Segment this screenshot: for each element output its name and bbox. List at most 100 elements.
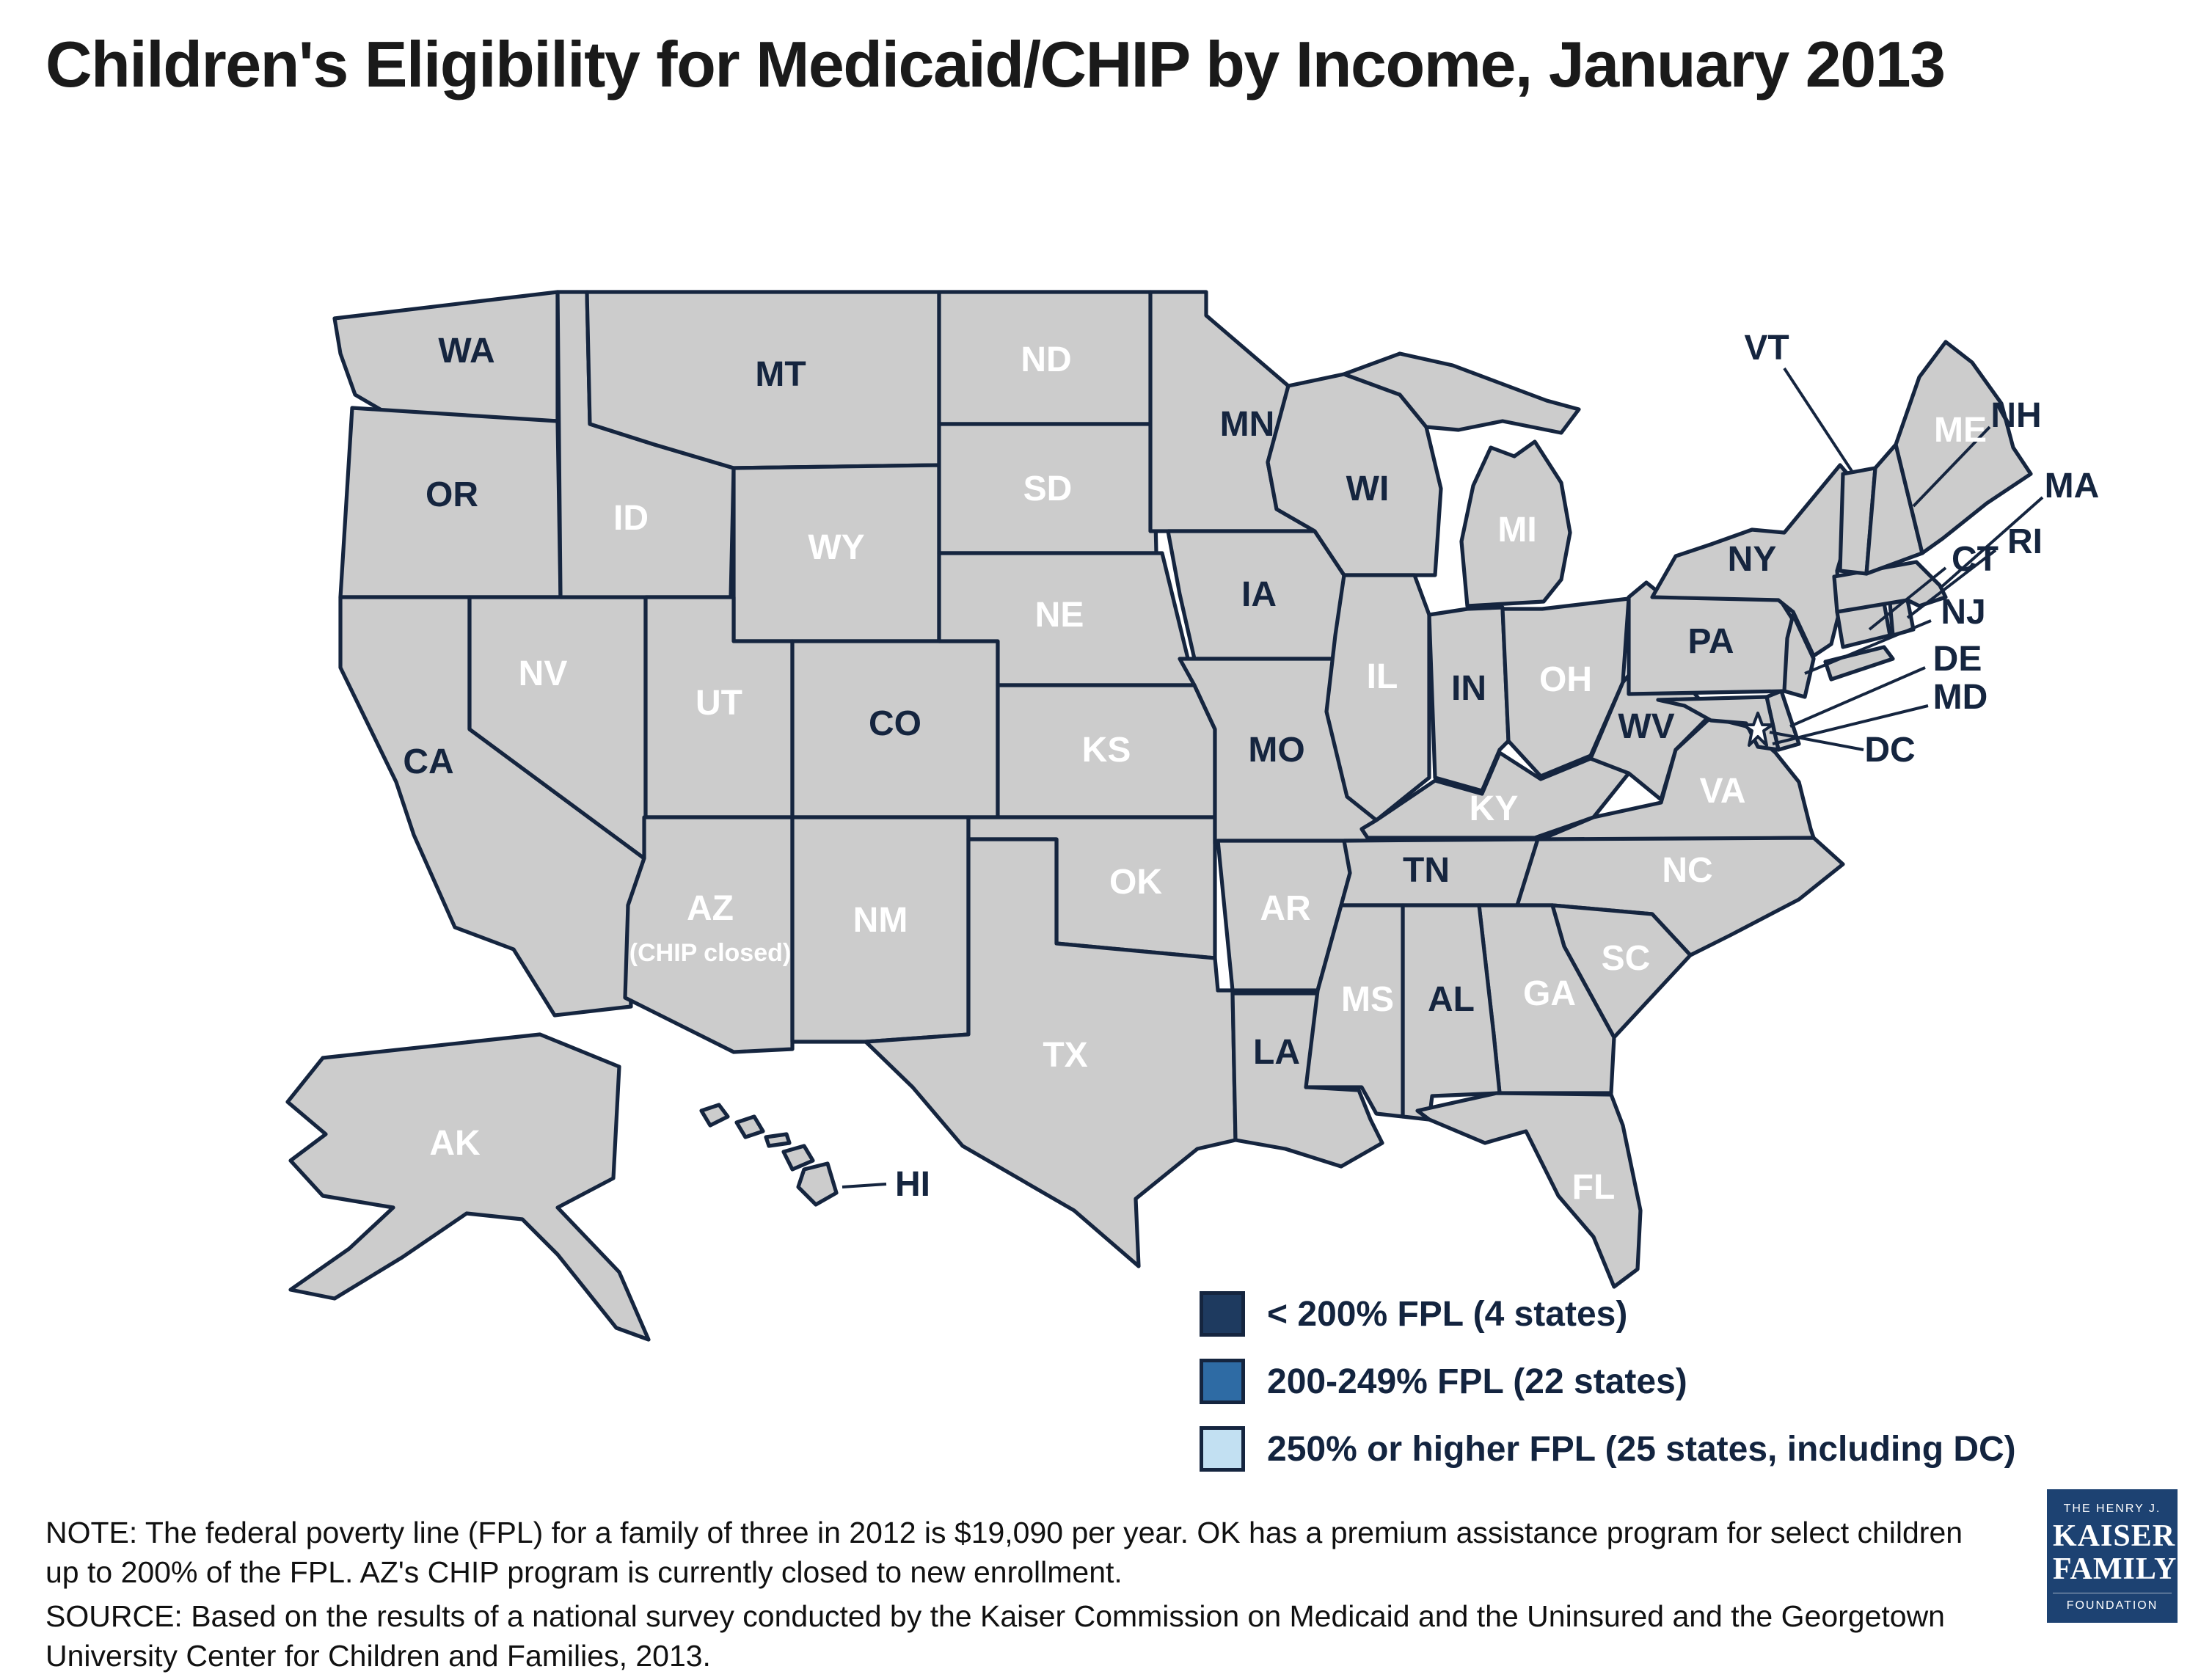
leader-line-ri — [1906, 549, 1997, 619]
state-ak — [285, 1032, 651, 1342]
dc-star-icon — [1742, 712, 1774, 747]
state-hi-molokai — [764, 1132, 792, 1148]
state-label-fl: FL — [1572, 1168, 1616, 1207]
state-hi-kauai — [699, 1103, 730, 1128]
state-az — [623, 815, 795, 1054]
state-label-wv: WV — [1618, 707, 1674, 746]
footnotes: NOTE: The federal poverty line (FPL) for… — [45, 1513, 1982, 1680]
state-label-ca: CA — [403, 742, 453, 781]
state-tx — [864, 837, 1238, 1268]
state-label-nd: ND — [1021, 340, 1071, 379]
state-hi-oahu — [734, 1114, 765, 1139]
state-label-ar: AR — [1260, 889, 1310, 928]
source-text: SOURCE: Based on the results of a nation… — [45, 1599, 1945, 1673]
state-hi-maui — [781, 1144, 815, 1172]
leader-line-ct — [1868, 566, 1947, 631]
ext-label-ct: CT — [1952, 540, 1999, 579]
kff-logo-line-1: THE HENRY J. — [2063, 1502, 2161, 1515]
us-choropleth-map: WA OR CA NV ID MT WY UT AZ (CHIP closed)… — [103, 242, 2142, 1489]
state-label-ia: IA — [1241, 575, 1277, 614]
state-label-ms: MS — [1341, 980, 1394, 1019]
legend-label-200-249: 200-249% FPL (22 states) — [1267, 1362, 1687, 1401]
legend-swatch-dark — [1200, 1291, 1245, 1337]
page-title: Children's Eligibility for Medicaid/CHIP… — [45, 28, 1946, 101]
state-label-id: ID — [613, 499, 649, 538]
ext-label-de: DE — [1933, 640, 1982, 679]
state-label-az-note: (CHIP closed) — [629, 939, 791, 967]
us-map-svg: WA OR CA NV ID MT WY UT AZ (CHIP closed)… — [285, 290, 2100, 1342]
state-mi-lower — [1459, 439, 1572, 608]
state-label-co: CO — [869, 704, 921, 743]
state-label-ks: KS — [1082, 731, 1131, 770]
state-label-ak: AK — [429, 1124, 481, 1163]
state-label-mo: MO — [1248, 731, 1304, 770]
state-il — [1324, 573, 1431, 822]
state-label-ut: UT — [696, 684, 742, 723]
state-label-mi: MI — [1497, 511, 1536, 549]
state-fl — [1415, 1091, 1643, 1289]
state-label-al: AL — [1428, 980, 1475, 1019]
state-label-me: ME — [1934, 411, 1987, 450]
leader-line-de — [1789, 666, 1926, 728]
kff-logo-line-3: FAMILY — [2053, 1552, 2178, 1587]
state-me — [1894, 340, 2033, 555]
state-label-az: AZ — [687, 889, 734, 928]
kff-logo: THE HENRY J. KAISER FAMILY FOUNDATION — [2047, 1489, 2178, 1623]
leader-line-vt — [1783, 367, 1853, 472]
state-label-ok: OK — [1109, 863, 1162, 902]
state-label-nc: NC — [1662, 851, 1712, 890]
ext-label-md: MD — [1933, 678, 1988, 717]
ext-label-vt: VT — [1744, 329, 1789, 368]
state-label-sc: SC — [1602, 939, 1651, 978]
ext-label-ma: MA — [2045, 467, 2100, 505]
state-label-ga: GA — [1523, 974, 1576, 1013]
legend-swatch-medium — [1200, 1359, 1245, 1404]
state-label-or: OR — [426, 475, 478, 514]
state-label-wa: WA — [438, 332, 494, 370]
ext-label-hi: HI — [895, 1165, 930, 1204]
state-label-pa: PA — [1687, 622, 1734, 661]
state-label-wy: WY — [808, 528, 864, 567]
legend-item-under-200: < 200% FPL (4 states) — [1200, 1291, 2016, 1337]
leader-line-nh — [1912, 426, 1991, 508]
state-label-sd: SD — [1023, 470, 1073, 508]
legend-swatch-light — [1200, 1426, 1245, 1472]
state-label-wi: WI — [1346, 470, 1390, 508]
state-ms — [1304, 903, 1405, 1119]
state-label-mn: MN — [1220, 405, 1275, 444]
kff-logo-line-2: KAISER — [2053, 1519, 2176, 1553]
kff-logo-line-4: FOUNDATION — [2053, 1592, 2172, 1613]
state-label-in: IN — [1451, 669, 1486, 708]
state-label-ne: NE — [1035, 596, 1084, 635]
note-text: NOTE: The federal poverty line (FPL) for… — [45, 1516, 1963, 1590]
legend-item-250-plus: 250% or higher FPL (25 states, including… — [1200, 1426, 2016, 1472]
leader-line-dc — [1769, 731, 1864, 751]
state-al — [1401, 903, 1502, 1122]
state-nj — [1782, 613, 1816, 699]
leader-line-nj — [1804, 619, 1932, 675]
state-pa — [1627, 580, 1801, 696]
legend-label-250-plus: 250% or higher FPL (25 states, including… — [1267, 1429, 2016, 1469]
state-label-nm: NM — [853, 901, 908, 940]
state-label-mt: MT — [755, 355, 806, 394]
state-label-tx: TX — [1043, 1036, 1087, 1075]
state-ny-long-island — [1823, 645, 1895, 682]
state-label-nv: NV — [519, 654, 568, 693]
leader-line-ma — [1938, 496, 2044, 590]
ext-label-nj: NJ — [1941, 593, 1985, 632]
ext-label-dc: DC — [1864, 731, 1915, 770]
state-hi-big-island — [796, 1161, 839, 1207]
ext-label-nh: NH — [1990, 396, 2041, 435]
state-label-va: VA — [1699, 772, 1745, 811]
ext-label-ri: RI — [2007, 522, 2043, 561]
state-label-tn: TN — [1403, 851, 1450, 890]
state-in — [1427, 605, 1511, 793]
state-mi-upper — [1342, 351, 1581, 435]
state-label-ny: NY — [1728, 540, 1777, 579]
legend-label-under-200: < 200% FPL (4 states) — [1267, 1294, 1628, 1334]
legend: < 200% FPL (4 states) 200-249% FPL (22 s… — [1200, 1291, 2016, 1494]
state-label-oh: OH — [1539, 660, 1592, 699]
legend-item-200-249: 200-249% FPL (22 states) — [1200, 1359, 2016, 1404]
state-label-la: LA — [1253, 1033, 1300, 1072]
leader-line-hi — [842, 1183, 887, 1188]
